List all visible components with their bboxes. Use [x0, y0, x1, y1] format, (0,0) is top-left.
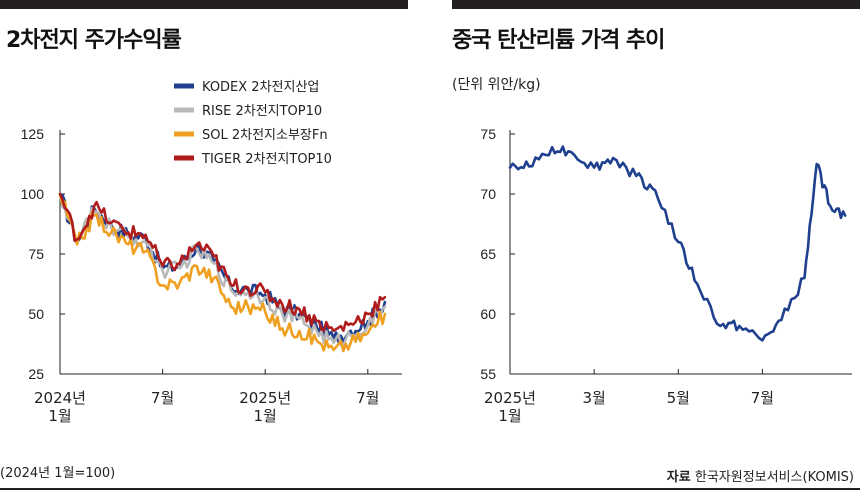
series-line-SOL-2차전지소부장Fn [58, 192, 387, 353]
x-tick-label-line: 3월 [582, 389, 605, 407]
y-tick-label: 125 [21, 126, 45, 142]
y-tick-label: 100 [21, 186, 45, 202]
source-label: 자료 [666, 470, 691, 485]
x-tick-label: 5월 [667, 389, 690, 407]
y-tick-label: 55 [480, 366, 496, 382]
legend-label: RISE 2차전지TOP10 [202, 104, 322, 119]
right-chart-title: 중국 탄산리튬 가격 추이 [452, 28, 665, 53]
y-tick-label: 65 [480, 246, 496, 262]
x-tick-label-line: 2024년 [34, 389, 86, 407]
x-tick-label-line: 7월 [356, 389, 379, 407]
x-tick-label: 7월 [356, 389, 379, 407]
legend-label: TIGER 2차전지TOP10 [201, 152, 332, 167]
x-tick-label: 7월 [751, 389, 774, 407]
source-text: 한국자원정보서비스(KOMIS) [694, 470, 854, 485]
x-tick-label: 7월 [151, 389, 174, 407]
x-tick-label: 3월 [582, 389, 605, 407]
y-tick-label: 75 [28, 246, 44, 262]
right-unit-label: (단위 위안/kg) [452, 77, 541, 93]
bottom-rule [0, 488, 860, 490]
x-tick-label-line: 2025년 [239, 389, 291, 407]
x-tick-label: 2024년 1월 [34, 389, 86, 425]
y-tick-label: 60 [480, 306, 496, 322]
series-line-lithium-price [508, 145, 847, 342]
x-tick-label-line: 1월 [498, 407, 521, 425]
legend-label: SOL 2차전지소부장Fn [202, 128, 328, 143]
left-footnote: (2024년 1월=100) [0, 466, 116, 481]
source-note: 자료 한국자원정보서비스(KOMIS) [667, 466, 854, 485]
x-tick-label: 2025년 1월 [484, 389, 536, 425]
y-tick-label: 50 [28, 306, 44, 322]
series-line-TIGER-2차전지TOP10 [58, 192, 387, 333]
x-tick-label-line: 2025년 [484, 389, 536, 407]
y-tick-label: 70 [480, 186, 496, 202]
x-tick-label: 2025년 1월 [239, 389, 291, 425]
y-tick-label: 75 [480, 126, 496, 142]
right-top-rule [452, 0, 860, 9]
left-chart-title: 2차전지 주가수익률 [6, 28, 182, 53]
x-tick-label-line: 7월 [151, 389, 174, 407]
x-tick-label-line: 5월 [667, 389, 690, 407]
series-line-RISE-2차전지TOP10 [58, 192, 387, 347]
left-top-rule [0, 0, 408, 9]
x-tick-label-line: 7월 [751, 389, 774, 407]
x-tick-label-line: 1월 [48, 407, 71, 425]
x-tick-label-line: 1월 [254, 407, 277, 425]
y-tick-label: 25 [28, 366, 44, 382]
legend-label: KODEX 2차전지산업 [202, 80, 319, 95]
